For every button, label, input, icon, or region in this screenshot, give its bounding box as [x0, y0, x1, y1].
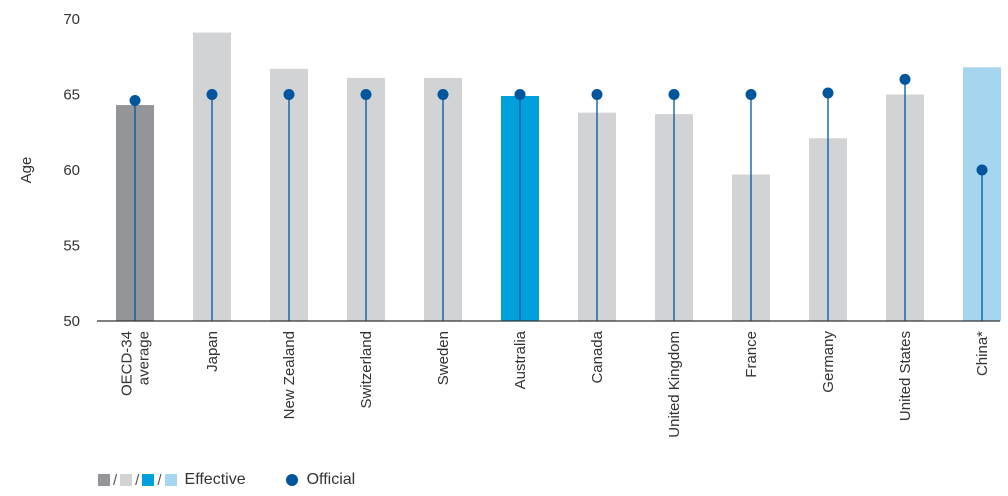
x-tick-label: New Zealand — [281, 331, 298, 419]
x-tick-label: Japan — [204, 331, 221, 372]
y-axis-label: Age — [18, 157, 35, 184]
official-point — [592, 89, 603, 100]
official-point — [669, 89, 680, 100]
official-point — [823, 87, 834, 98]
legend-separator: / — [135, 472, 139, 489]
x-axis: OECD-34average Japan New Zealand Switzerlan… — [97, 321, 1000, 438]
legend-swatch-china — [165, 474, 177, 486]
legend-effective-label: Effective — [185, 471, 246, 489]
x-tick-label: United States — [897, 331, 914, 421]
official-point — [207, 89, 218, 100]
official-point — [361, 89, 372, 100]
legend-official-marker — [286, 474, 298, 486]
legend-swatch-grey — [120, 474, 132, 486]
y-tick-label: 55 — [63, 238, 80, 255]
x-tick-label: Switzerland — [358, 331, 375, 409]
official-point — [746, 89, 757, 100]
x-tick-label: Australia — [512, 330, 529, 389]
y-tick-label: 65 — [63, 87, 80, 104]
y-tick-label: 50 — [63, 313, 80, 330]
x-tick-label: United Kingdom — [666, 331, 683, 438]
official-point — [130, 95, 141, 106]
x-tick-label: Germany — [820, 331, 837, 393]
legend-official-label: Official — [307, 471, 356, 489]
x-tick-label: Canada — [589, 330, 606, 383]
legend-swatch-australia — [142, 474, 154, 486]
x-tick-label: Sweden — [435, 331, 452, 385]
bars-layer — [116, 33, 1001, 321]
x-tick-label: OECD-34average — [119, 331, 153, 396]
official-point — [900, 74, 911, 85]
y-axis: 50 55 60 65 70 — [63, 11, 80, 330]
legend-separator: / — [113, 472, 117, 489]
official-point — [284, 89, 295, 100]
legend-swatch-oecd — [98, 474, 110, 486]
official-layer — [130, 74, 988, 321]
y-tick-label: 60 — [63, 162, 80, 179]
official-point — [515, 89, 526, 100]
official-point — [977, 165, 988, 176]
legend-separator: / — [157, 472, 161, 489]
x-tick-label: France — [743, 331, 760, 378]
y-tick-label: 70 — [63, 11, 80, 28]
x-tick-label: China* — [974, 331, 991, 376]
legend: / / / Effective Official — [98, 470, 355, 490]
official-point — [438, 89, 449, 100]
